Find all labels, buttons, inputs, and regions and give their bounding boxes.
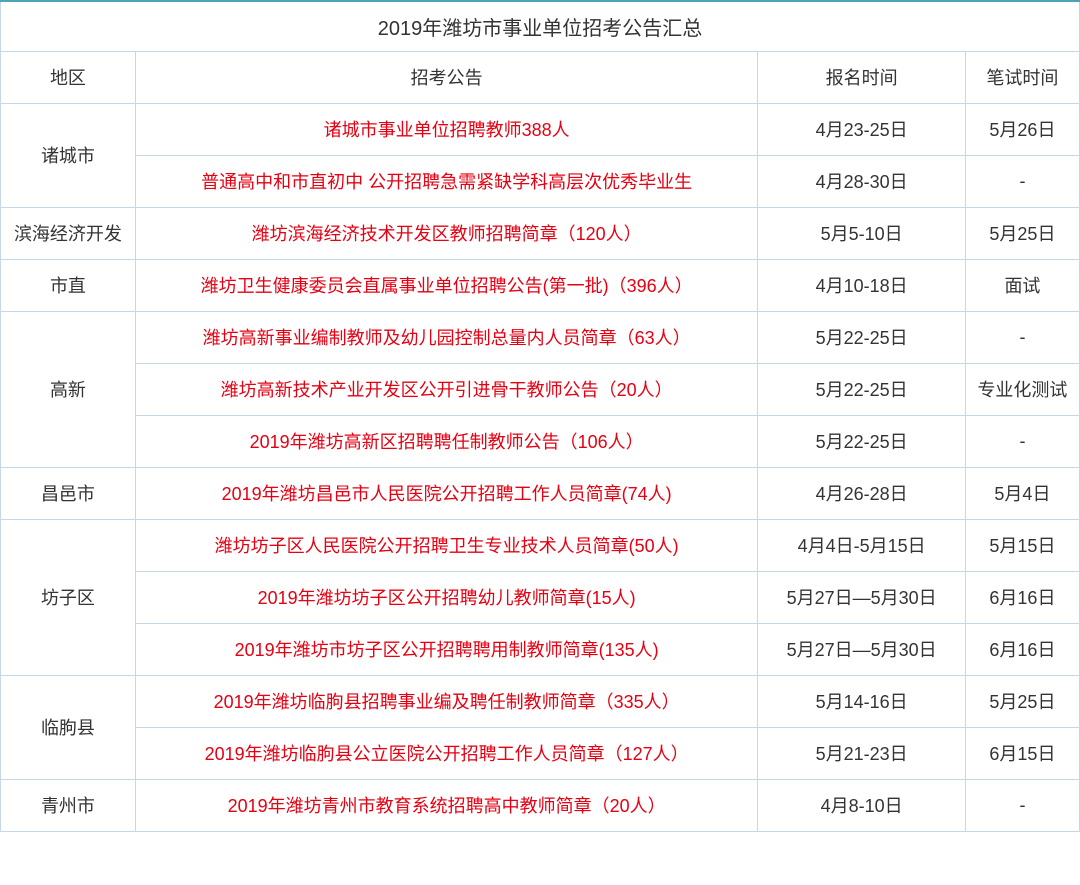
registration-cell: 4月4日-5月15日 [758, 519, 966, 571]
registration-cell: 4月8-10日 [758, 779, 966, 831]
table-row: 普通高中和市直初中 公开招聘急需紧缺学科高层次优秀毕业生4月28-30日- [1, 155, 1080, 207]
table-row: 滨海经济开发潍坊滨海经济技术开发区教师招聘简章（120人）5月5-10日5月25… [1, 207, 1080, 259]
registration-cell: 4月10-18日 [758, 259, 966, 311]
exam-cell: 面试 [965, 259, 1079, 311]
region-cell: 昌邑市 [1, 467, 136, 519]
table-container: 2019年潍坊市事业单位招考公告汇总 地区 招考公告 报名时间 笔试时间 诸城市… [0, 0, 1080, 832]
table-title-row: 2019年潍坊市事业单位招考公告汇总 [1, 1, 1080, 51]
region-cell: 市直 [1, 259, 136, 311]
notice-link[interactable]: 2019年潍坊坊子区公开招聘幼儿教师简章(15人) [135, 571, 758, 623]
notice-link[interactable]: 2019年潍坊市坊子区公开招聘聘用制教师简章(135人) [135, 623, 758, 675]
col-header-exam: 笔试时间 [965, 51, 1079, 103]
table-row: 高新潍坊高新事业编制教师及幼儿园控制总量内人员简章（63人）5月22-25日- [1, 311, 1080, 363]
notice-link[interactable]: 潍坊卫生健康委员会直属事业单位招聘公告(第一批)（396人） [135, 259, 758, 311]
notice-link[interactable]: 潍坊高新事业编制教师及幼儿园控制总量内人员简章（63人） [135, 311, 758, 363]
notice-link[interactable]: 潍坊滨海经济技术开发区教师招聘简章（120人） [135, 207, 758, 259]
table-row: 青州市2019年潍坊青州市教育系统招聘高中教师简章（20人）4月8-10日- [1, 779, 1080, 831]
region-cell: 高新 [1, 311, 136, 467]
notice-link[interactable]: 诸城市事业单位招聘教师388人 [135, 103, 758, 155]
notice-link[interactable]: 2019年潍坊青州市教育系统招聘高中教师简章（20人） [135, 779, 758, 831]
notice-link[interactable]: 2019年潍坊昌邑市人民医院公开招聘工作人员简章(74人) [135, 467, 758, 519]
exam-cell: - [965, 155, 1079, 207]
table-row: 临朐县2019年潍坊临朐县招聘事业编及聘任制教师简章（335人）5月14-16日… [1, 675, 1080, 727]
exam-cell: 5月4日 [965, 467, 1079, 519]
col-header-notice: 招考公告 [135, 51, 758, 103]
table-row: 2019年潍坊市坊子区公开招聘聘用制教师简章(135人)5月27日—5月30日6… [1, 623, 1080, 675]
exam-cell: 专业化测试 [965, 363, 1079, 415]
table-row: 2019年潍坊临朐县公立医院公开招聘工作人员简章（127人）5月21-23日6月… [1, 727, 1080, 779]
registration-cell: 5月27日—5月30日 [758, 571, 966, 623]
col-header-registration: 报名时间 [758, 51, 966, 103]
exam-cell: 5月26日 [965, 103, 1079, 155]
region-cell: 坊子区 [1, 519, 136, 675]
registration-cell: 5月21-23日 [758, 727, 966, 779]
table-row: 诸城市诸城市事业单位招聘教师388人4月23-25日5月26日 [1, 103, 1080, 155]
exam-cell: 5月15日 [965, 519, 1079, 571]
notice-link[interactable]: 2019年潍坊临朐县招聘事业编及聘任制教师简章（335人） [135, 675, 758, 727]
region-cell: 青州市 [1, 779, 136, 831]
col-header-region: 地区 [1, 51, 136, 103]
notice-link[interactable]: 潍坊坊子区人民医院公开招聘卫生专业技术人员简章(50人) [135, 519, 758, 571]
region-cell: 诸城市 [1, 103, 136, 207]
exam-cell: 6月16日 [965, 571, 1079, 623]
registration-cell: 5月22-25日 [758, 311, 966, 363]
table-row: 2019年潍坊高新区招聘聘任制教师公告（106人）5月22-25日- [1, 415, 1080, 467]
table-row: 坊子区潍坊坊子区人民医院公开招聘卫生专业技术人员简章(50人)4月4日-5月15… [1, 519, 1080, 571]
exam-cell: - [965, 311, 1079, 363]
registration-cell: 5月27日—5月30日 [758, 623, 966, 675]
exam-cell: - [965, 779, 1079, 831]
exam-cell: 5月25日 [965, 675, 1079, 727]
table-row: 潍坊高新技术产业开发区公开引进骨干教师公告（20人）5月22-25日专业化测试 [1, 363, 1080, 415]
registration-cell: 5月5-10日 [758, 207, 966, 259]
region-cell: 临朐县 [1, 675, 136, 779]
exam-cell: 6月15日 [965, 727, 1079, 779]
registration-cell: 4月28-30日 [758, 155, 966, 207]
notice-link[interactable]: 普通高中和市直初中 公开招聘急需紧缺学科高层次优秀毕业生 [135, 155, 758, 207]
table-row: 昌邑市2019年潍坊昌邑市人民医院公开招聘工作人员简章(74人)4月26-28日… [1, 467, 1080, 519]
table-title: 2019年潍坊市事业单位招考公告汇总 [1, 1, 1080, 51]
exam-cell: - [965, 415, 1079, 467]
region-cell: 滨海经济开发 [1, 207, 136, 259]
registration-cell: 5月22-25日 [758, 415, 966, 467]
notice-link[interactable]: 2019年潍坊高新区招聘聘任制教师公告（106人） [135, 415, 758, 467]
notice-link[interactable]: 潍坊高新技术产业开发区公开引进骨干教师公告（20人） [135, 363, 758, 415]
registration-cell: 4月23-25日 [758, 103, 966, 155]
notice-link[interactable]: 2019年潍坊临朐县公立医院公开招聘工作人员简章（127人） [135, 727, 758, 779]
recruitment-table: 2019年潍坊市事业单位招考公告汇总 地区 招考公告 报名时间 笔试时间 诸城市… [0, 0, 1080, 832]
table-row: 市直潍坊卫生健康委员会直属事业单位招聘公告(第一批)（396人）4月10-18日… [1, 259, 1080, 311]
table-header-row: 地区 招考公告 报名时间 笔试时间 [1, 51, 1080, 103]
registration-cell: 5月14-16日 [758, 675, 966, 727]
table-row: 2019年潍坊坊子区公开招聘幼儿教师简章(15人)5月27日—5月30日6月16… [1, 571, 1080, 623]
exam-cell: 5月25日 [965, 207, 1079, 259]
registration-cell: 4月26-28日 [758, 467, 966, 519]
registration-cell: 5月22-25日 [758, 363, 966, 415]
exam-cell: 6月16日 [965, 623, 1079, 675]
